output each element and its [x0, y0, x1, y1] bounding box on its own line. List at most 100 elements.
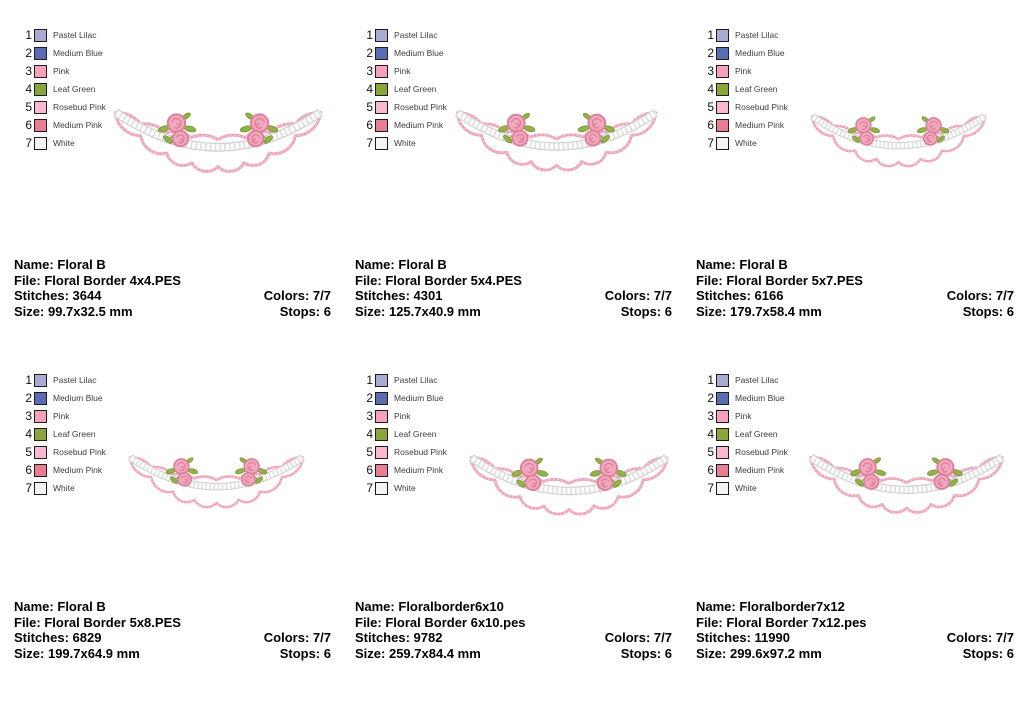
embroidery-preview [444, 94, 669, 186]
legend-number: 1 [707, 373, 714, 387]
stitches-value: 6829 [72, 630, 102, 646]
legend-row: 5 Rosebud Pink [21, 443, 106, 461]
legend-color-swatch [34, 409, 47, 423]
legend-color-swatch [375, 373, 388, 387]
stitches: Stitches: 6166 [696, 288, 783, 304]
thread-color-legend: 1 Pastel Lilac 2 Medium Blue 3 Pink [21, 371, 106, 497]
name-line: Name: Floral B [14, 599, 331, 615]
design-info: Name: Floral B File: Floral Border 4x4.P… [14, 257, 331, 320]
legend-row: 2 Medium Blue [362, 389, 447, 407]
legend-number: 6 [366, 463, 373, 477]
legend-color-name: White [735, 138, 757, 148]
legend-color-swatch [716, 373, 729, 387]
legend-row: 7 White [703, 479, 788, 497]
stitches-colors-line: Stitches: 4301 Colors: 7/7 [355, 288, 672, 304]
legend-number: 3 [366, 64, 373, 78]
legend-color-swatch [375, 409, 388, 423]
name-line: Name: Floralborder7x12 [696, 599, 1014, 615]
legend-color-swatch [34, 28, 47, 42]
legend-color-swatch [34, 481, 47, 495]
legend-color-name: White [53, 138, 75, 148]
stops-value: 6 [1006, 304, 1014, 320]
legend-color-swatch [375, 445, 388, 459]
stitches: Stitches: 6829 [14, 630, 101, 646]
legend-color-name: Pink [735, 411, 752, 421]
legend-color-name: Pastel Lilac [53, 375, 97, 385]
file-name: Floral Border 6x10.pes [385, 614, 526, 630]
size-label: Size: [355, 304, 386, 320]
size-value: 179.7x58.4 mm [729, 304, 822, 320]
legend-color-swatch [34, 100, 47, 114]
size-stops-line: Size: 299.6x97.2 mm Stops: 6 [696, 646, 1014, 662]
file-line: File: Floral Border 5x8.PES [14, 615, 331, 631]
legend-color-name: Medium Pink [53, 465, 103, 475]
size-stops-line: Size: 199.7x64.9 mm Stops: 6 [14, 646, 331, 662]
legend-row: 1 Pastel Lilac [21, 371, 106, 389]
legend-row: 3 Pink [362, 62, 447, 80]
design-name: Floral B [57, 257, 106, 272]
legend-row: 7 White [21, 479, 106, 497]
embroidery-preview [800, 100, 997, 180]
colors: Colors: 7/7 [264, 288, 331, 304]
legend-color-name: Rosebud Pink [53, 102, 106, 112]
legend-number: 7 [25, 136, 32, 150]
legend-color-name: Medium Blue [394, 48, 444, 58]
name-line: Name: Floralborder6x10 [355, 599, 672, 615]
stops: Stops: 6 [280, 304, 331, 320]
legend-row: 1 Pastel Lilac [703, 26, 788, 44]
thread-color-legend: 1 Pastel Lilac 2 Medium Blue 3 Pink [362, 371, 447, 497]
legend-color-swatch [716, 82, 729, 96]
size: Size: 125.7x40.9 mm [355, 304, 481, 320]
stitches-label: Stitches: [696, 630, 751, 646]
legend-number: 1 [366, 373, 373, 387]
legend-row: 2 Medium Blue [703, 389, 788, 407]
size-stops-line: Size: 259.7x84.4 mm Stops: 6 [355, 646, 672, 662]
stops-label: Stops: [620, 304, 662, 320]
legend-row: 4 Leaf Green [362, 80, 447, 98]
legend-color-swatch [375, 481, 388, 495]
colors-value: 7/7 [995, 288, 1014, 304]
legend-color-name: Rosebud Pink [735, 102, 788, 112]
size-stops-line: Size: 99.7x32.5 mm Stops: 6 [14, 304, 331, 320]
design-info: Name: Floralborder7x12 File: Floral Bord… [696, 599, 1014, 662]
stops-value: 6 [323, 304, 331, 320]
legend-row: 3 Pink [703, 62, 788, 80]
stops-label: Stops: [962, 304, 1004, 320]
stitches-colors-line: Stitches: 6829 Colors: 7/7 [14, 630, 331, 646]
legend-color-name: Rosebud Pink [53, 447, 106, 457]
stitches-colors-line: Stitches: 6166 Colors: 7/7 [696, 288, 1014, 304]
legend-row: 1 Pastel Lilac [21, 26, 106, 44]
size-value: 199.7x64.9 mm [47, 646, 140, 662]
legend-color-name: Pink [394, 411, 411, 421]
size-value: 125.7x40.9 mm [388, 304, 481, 320]
legend-row: 6 Medium Pink [21, 461, 106, 479]
legend-color-name: White [394, 483, 416, 493]
embroidery-preview [798, 439, 1015, 528]
file-label: File: [355, 614, 382, 630]
size-label: Size: [355, 646, 386, 662]
legend-color-swatch [716, 445, 729, 459]
legend-number: 6 [707, 118, 714, 132]
size-stops-line: Size: 125.7x40.9 mm Stops: 6 [355, 304, 672, 320]
colors-label: Colors: [946, 288, 993, 304]
file-label: File: [355, 272, 382, 288]
colors-value: 7/7 [995, 630, 1014, 646]
colors-label: Colors: [263, 288, 310, 304]
legend-row: 5 Rosebud Pink [362, 98, 447, 116]
legend-color-name: Medium Blue [735, 393, 785, 403]
stitches-value: 11990 [754, 630, 790, 646]
legend-color-name: Medium Blue [394, 393, 444, 403]
size-label: Size: [14, 304, 45, 320]
colors-label: Colors: [604, 288, 651, 304]
file-line: File: Floral Border 6x10.pes [355, 615, 672, 631]
legend-number: 3 [25, 64, 32, 78]
stitches: Stitches: 4301 [355, 288, 442, 304]
legend-color-swatch [34, 373, 47, 387]
legend-number: 6 [366, 118, 373, 132]
size: Size: 259.7x84.4 mm [355, 646, 481, 662]
legend-color-swatch [375, 28, 388, 42]
stitches-label: Stitches: [696, 288, 751, 304]
file-line: File: Floral Border 5x7.PES [696, 273, 1014, 289]
stitches: Stitches: 11990 [696, 630, 790, 646]
